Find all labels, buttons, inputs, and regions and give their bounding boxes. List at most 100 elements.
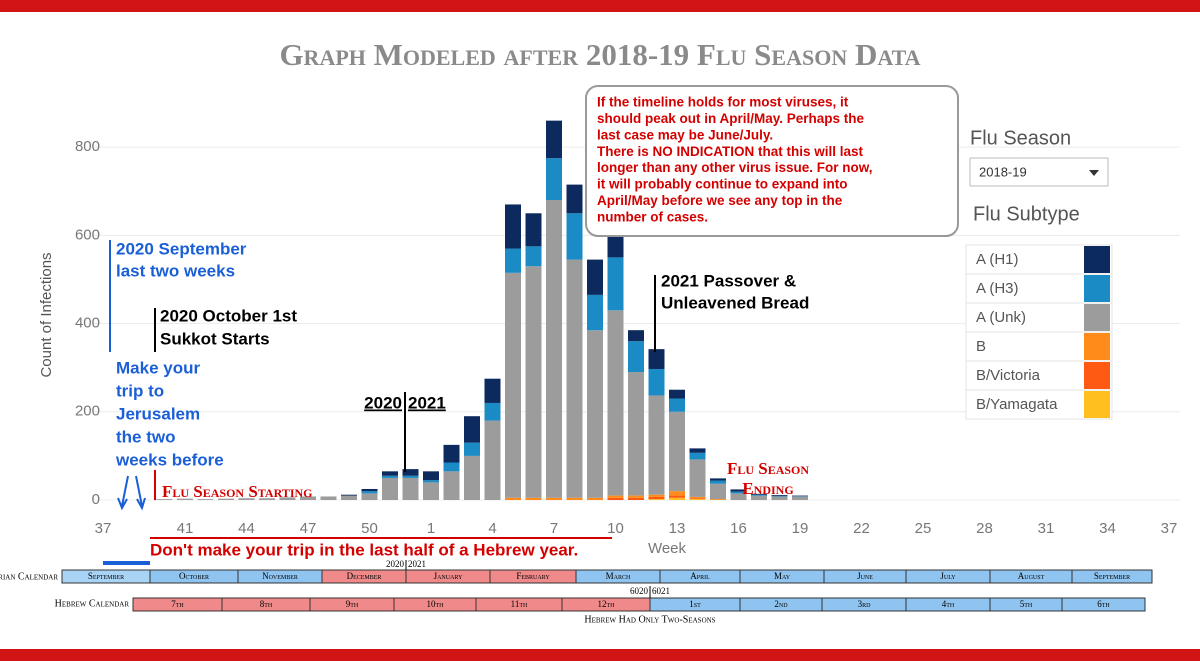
bar-segment (587, 294, 603, 331)
annotation: Make your (116, 358, 200, 377)
bar-segment (525, 246, 542, 267)
calendar-footer: Hebrew Had Only Two-Seasons (584, 614, 715, 625)
bar-segment (218, 498, 234, 500)
note: If the timeline holds for most viruses, … (597, 95, 873, 225)
legend-swatch (1084, 246, 1110, 273)
annotation: trip to (116, 381, 164, 400)
bar-segment (197, 499, 214, 500)
bar-segment (648, 499, 665, 500)
bar-segment (382, 475, 398, 478)
bar-segment (546, 200, 562, 498)
year-mark: 2020 (386, 559, 405, 569)
annotation: the two (116, 427, 176, 446)
annotation: Jerusalem (116, 404, 200, 423)
chart-title: Graph Modeled after 2018-19 Flu Season D… (279, 37, 920, 72)
bar-segment (566, 184, 583, 214)
filter-dropdown[interactable] (969, 157, 1109, 187)
x-tick-label: 50 (361, 520, 378, 537)
legend-label: B (976, 338, 986, 355)
bar-segment (443, 444, 460, 463)
x-tick-label: 37 (95, 520, 112, 537)
bar-segment (464, 442, 480, 456)
bar-segment (628, 341, 644, 373)
calendar-cell-label: 10th (427, 599, 445, 609)
bar-segment (710, 480, 726, 484)
bar-segment (341, 495, 357, 500)
x-tick-label: 31 (1038, 520, 1055, 537)
x-tick-label: 10 (607, 520, 624, 537)
bar-segment (279, 497, 296, 500)
bar-segment (402, 475, 419, 478)
x-axis-title: Week (648, 540, 687, 557)
x-tick-label: 34 (1099, 520, 1116, 537)
note-line: There is NO INDICATION that this will la… (597, 144, 864, 159)
bar-segment (648, 395, 665, 495)
calendars: September October November December January F… (61, 560, 1153, 612)
bar-segment (710, 483, 726, 500)
legend-swatch (1084, 304, 1110, 331)
bar-segment (156, 499, 173, 500)
bar-segment (443, 462, 460, 472)
x-tick-label: 28 (976, 520, 993, 537)
note-line: should peak out in April/May. Perhaps th… (597, 111, 865, 126)
bottom-border (0, 649, 1200, 661)
bar-segment (464, 455, 480, 500)
bar-segment (689, 452, 706, 460)
bar-segment (505, 204, 521, 249)
bar-segment (607, 310, 624, 496)
calendar-cell (1061, 597, 1146, 612)
annotation: 2021 (408, 393, 446, 412)
bar-segment (607, 495, 624, 498)
annotation: Flu Season Starting (162, 482, 313, 501)
bar-segment (710, 478, 726, 481)
legend-label: A (Unk) (976, 309, 1026, 326)
calendar-cell-label: June (857, 571, 873, 581)
annotation: 2020 October 1st (160, 306, 297, 325)
bar-segment (751, 494, 767, 496)
y-tick-label: 200 (75, 403, 100, 420)
x-tick-label: 37 (1161, 520, 1178, 537)
annotation: Ending (742, 479, 793, 498)
bar-segment (525, 213, 542, 247)
note-line: April/May before we see any top in the (597, 193, 843, 208)
calendar-label: Hebrew Calendar (55, 598, 130, 609)
bar-segment (730, 491, 747, 494)
bar-segment (771, 495, 788, 497)
calendar-cell-label: December (347, 571, 382, 581)
annotation: Sukkot Starts (160, 329, 270, 348)
bar-segment (607, 257, 624, 311)
bar-segment (546, 497, 562, 500)
bar-segment (689, 499, 706, 500)
calendar-cell-label: 2nd (774, 599, 788, 609)
legend-label: A (H1) (976, 251, 1019, 268)
legend-label: A (H3) (976, 280, 1019, 297)
bar-segment (730, 493, 747, 500)
filter-title: Flu Season (970, 127, 1071, 149)
top-border (0, 0, 1200, 12)
bar-segment (751, 495, 767, 500)
calendar-cell-label: October (179, 571, 209, 581)
calendar-cell-label: 8th (260, 599, 273, 609)
bar-segment (648, 494, 665, 497)
calendar-cell-label: 9th (346, 599, 359, 609)
bar-segment (402, 469, 419, 476)
bar-segment (689, 496, 706, 499)
bar-segment (566, 497, 583, 500)
x-tick-label: 4 (488, 520, 496, 537)
bar-segment (402, 477, 419, 500)
bar-segment (669, 491, 685, 496)
note-line: longer than any other virus issue. For n… (597, 160, 873, 175)
bar-segment (669, 389, 685, 399)
note-line: last case may be June/July. (597, 127, 773, 142)
bar-segment (259, 498, 275, 500)
calendar-label: Gregorian Calendar (0, 571, 58, 582)
bar-segment (587, 497, 603, 500)
x-tick-label: 16 (730, 520, 747, 537)
bar-segment (361, 488, 378, 492)
bar-segment (628, 372, 644, 496)
bar-segment (566, 259, 583, 498)
x-tick-label: 7 (550, 520, 558, 537)
bar-segment (546, 120, 562, 159)
calendar-cell-label: 11th (511, 599, 528, 609)
